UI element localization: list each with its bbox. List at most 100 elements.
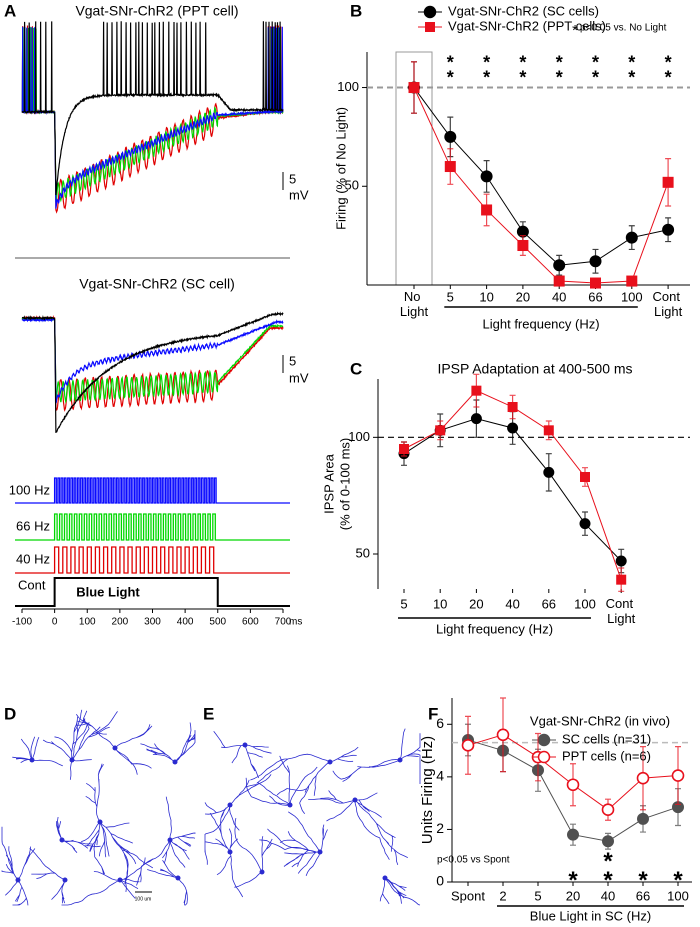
stimulus-train [15,513,290,541]
y-tick-label: 100 [348,429,370,444]
significance-marker: * [592,67,599,87]
voltage-trace [21,21,284,196]
significance-marker: * [638,867,648,894]
voltage-trace [21,311,284,434]
soma [397,757,403,763]
significance-marker: * [447,52,454,72]
y-axis-label: Units Firing (Hz) [419,736,436,844]
x-tick-label: 5 [400,596,407,611]
x-tick-label: 10 [433,596,447,611]
stimulus-label: Cont [18,577,46,592]
series-line [413,87,669,266]
legend-marker [423,5,437,19]
x-axis-label: Light frequency (Hz) [436,621,553,636]
soma [59,837,65,843]
x-tick-label: 40 [505,596,519,611]
significance-marker: * [519,67,526,87]
marker [589,255,602,268]
x-tick-label: 600 [242,617,259,628]
soma [69,757,75,763]
soma [259,869,265,875]
scale-value: 5 [289,353,296,368]
marker [590,277,601,289]
y-tick-label: 50 [345,178,359,193]
x-tick-label: Cont Light [606,596,637,626]
x-axis-label: Light frequency (Hz) [483,316,600,331]
soma [117,877,123,883]
marker [553,259,566,272]
x-tick-label: Spont [451,888,485,903]
y-axis-label: (% of 0-100 ms) [337,438,352,530]
marker [543,425,554,436]
marker [616,574,627,585]
significance-marker: * [603,848,613,875]
marker [481,204,493,216]
dendrite [81,763,154,892]
dendrite [205,807,244,898]
marker [399,444,409,454]
x-tick-label: 40 [552,289,566,304]
marker [471,385,482,396]
soma [227,802,233,808]
marker [579,518,591,530]
marker [470,413,482,425]
x-tick-label: No Light [400,289,429,319]
traces [21,21,284,434]
x-tick-label: 66 [636,888,650,903]
significance-marker: * [556,67,563,87]
panel-label: B [350,1,362,20]
x-tick-label: 20 [566,888,580,903]
scale-unit: mV [289,370,309,385]
x-tick-label: 40 [601,888,615,903]
x-tick-label: 5 [447,289,454,304]
dendrite [213,731,272,779]
significance-marker: * [603,867,613,894]
dendrite [245,755,318,806]
x-tick-label: 100 [79,617,96,628]
x-tick-label: 2 [499,888,506,903]
marker [408,82,420,94]
legend-label: Vgat-SNr-ChR2 (SC cells) [448,3,599,18]
legend-label: SC cells (n=31) [562,731,651,746]
trace-title: Vgat-SNr-ChR2 (SC cell) [79,276,235,292]
marker [461,739,475,752]
dendrite [379,877,421,906]
significance-marker: * [568,867,578,894]
soma [112,745,118,751]
soma [227,849,233,855]
significance-marker: * [628,52,635,72]
y-tick-label: 6 [436,715,444,731]
x-tick-label: 500 [209,617,226,628]
x-tick-label: -100 [12,617,32,628]
soma [287,802,293,808]
panel-label: A [4,1,16,20]
significance-marker: * [519,52,526,72]
significance-marker: * [665,52,672,72]
soma [29,757,35,763]
marker [580,472,590,482]
y-tick-label: 50 [356,545,370,560]
dendrite [1,826,36,906]
significance-marker: * [447,67,454,87]
y-tick-label: 4 [436,768,444,784]
stimulus-label: 100 Hz [9,482,50,497]
soma [172,759,178,765]
soma [62,877,68,883]
marker [444,130,457,143]
x-tick-label: 10 [479,289,493,304]
dendrite [61,857,154,906]
soma [242,742,248,748]
marker [637,812,649,825]
x-tick-label: 200 [112,617,129,628]
marker [662,223,675,236]
stimulus-label: 66 Hz [16,518,50,533]
scale-label: 100 um [135,896,152,902]
x-tick-label: 100 [574,596,596,611]
marker [496,728,510,742]
voltage-trace [21,26,284,209]
marker [601,803,615,817]
legend-marker [425,22,435,32]
soma [167,837,173,843]
legend-marker [537,733,551,747]
